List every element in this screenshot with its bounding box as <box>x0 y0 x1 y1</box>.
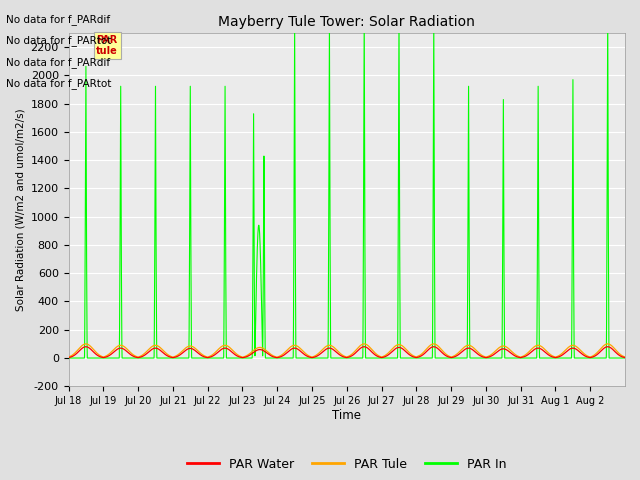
Title: Mayberry Tule Tower: Solar Radiation: Mayberry Tule Tower: Solar Radiation <box>218 15 476 29</box>
Legend: PAR Water, PAR Tule, PAR In: PAR Water, PAR Tule, PAR In <box>182 453 511 476</box>
Text: No data for f_PARtot: No data for f_PARtot <box>6 78 112 89</box>
X-axis label: Time: Time <box>332 409 361 422</box>
Text: No data for f_PARdif: No data for f_PARdif <box>6 13 111 24</box>
Y-axis label: Solar Radiation (W/m2 and umol/m2/s): Solar Radiation (W/m2 and umol/m2/s) <box>15 108 25 311</box>
Text: No data for f_PARdif: No data for f_PARdif <box>6 57 111 68</box>
Text: No data for f_PARtot: No data for f_PARtot <box>6 35 112 46</box>
Text: PAR
tule: PAR tule <box>97 35 118 56</box>
